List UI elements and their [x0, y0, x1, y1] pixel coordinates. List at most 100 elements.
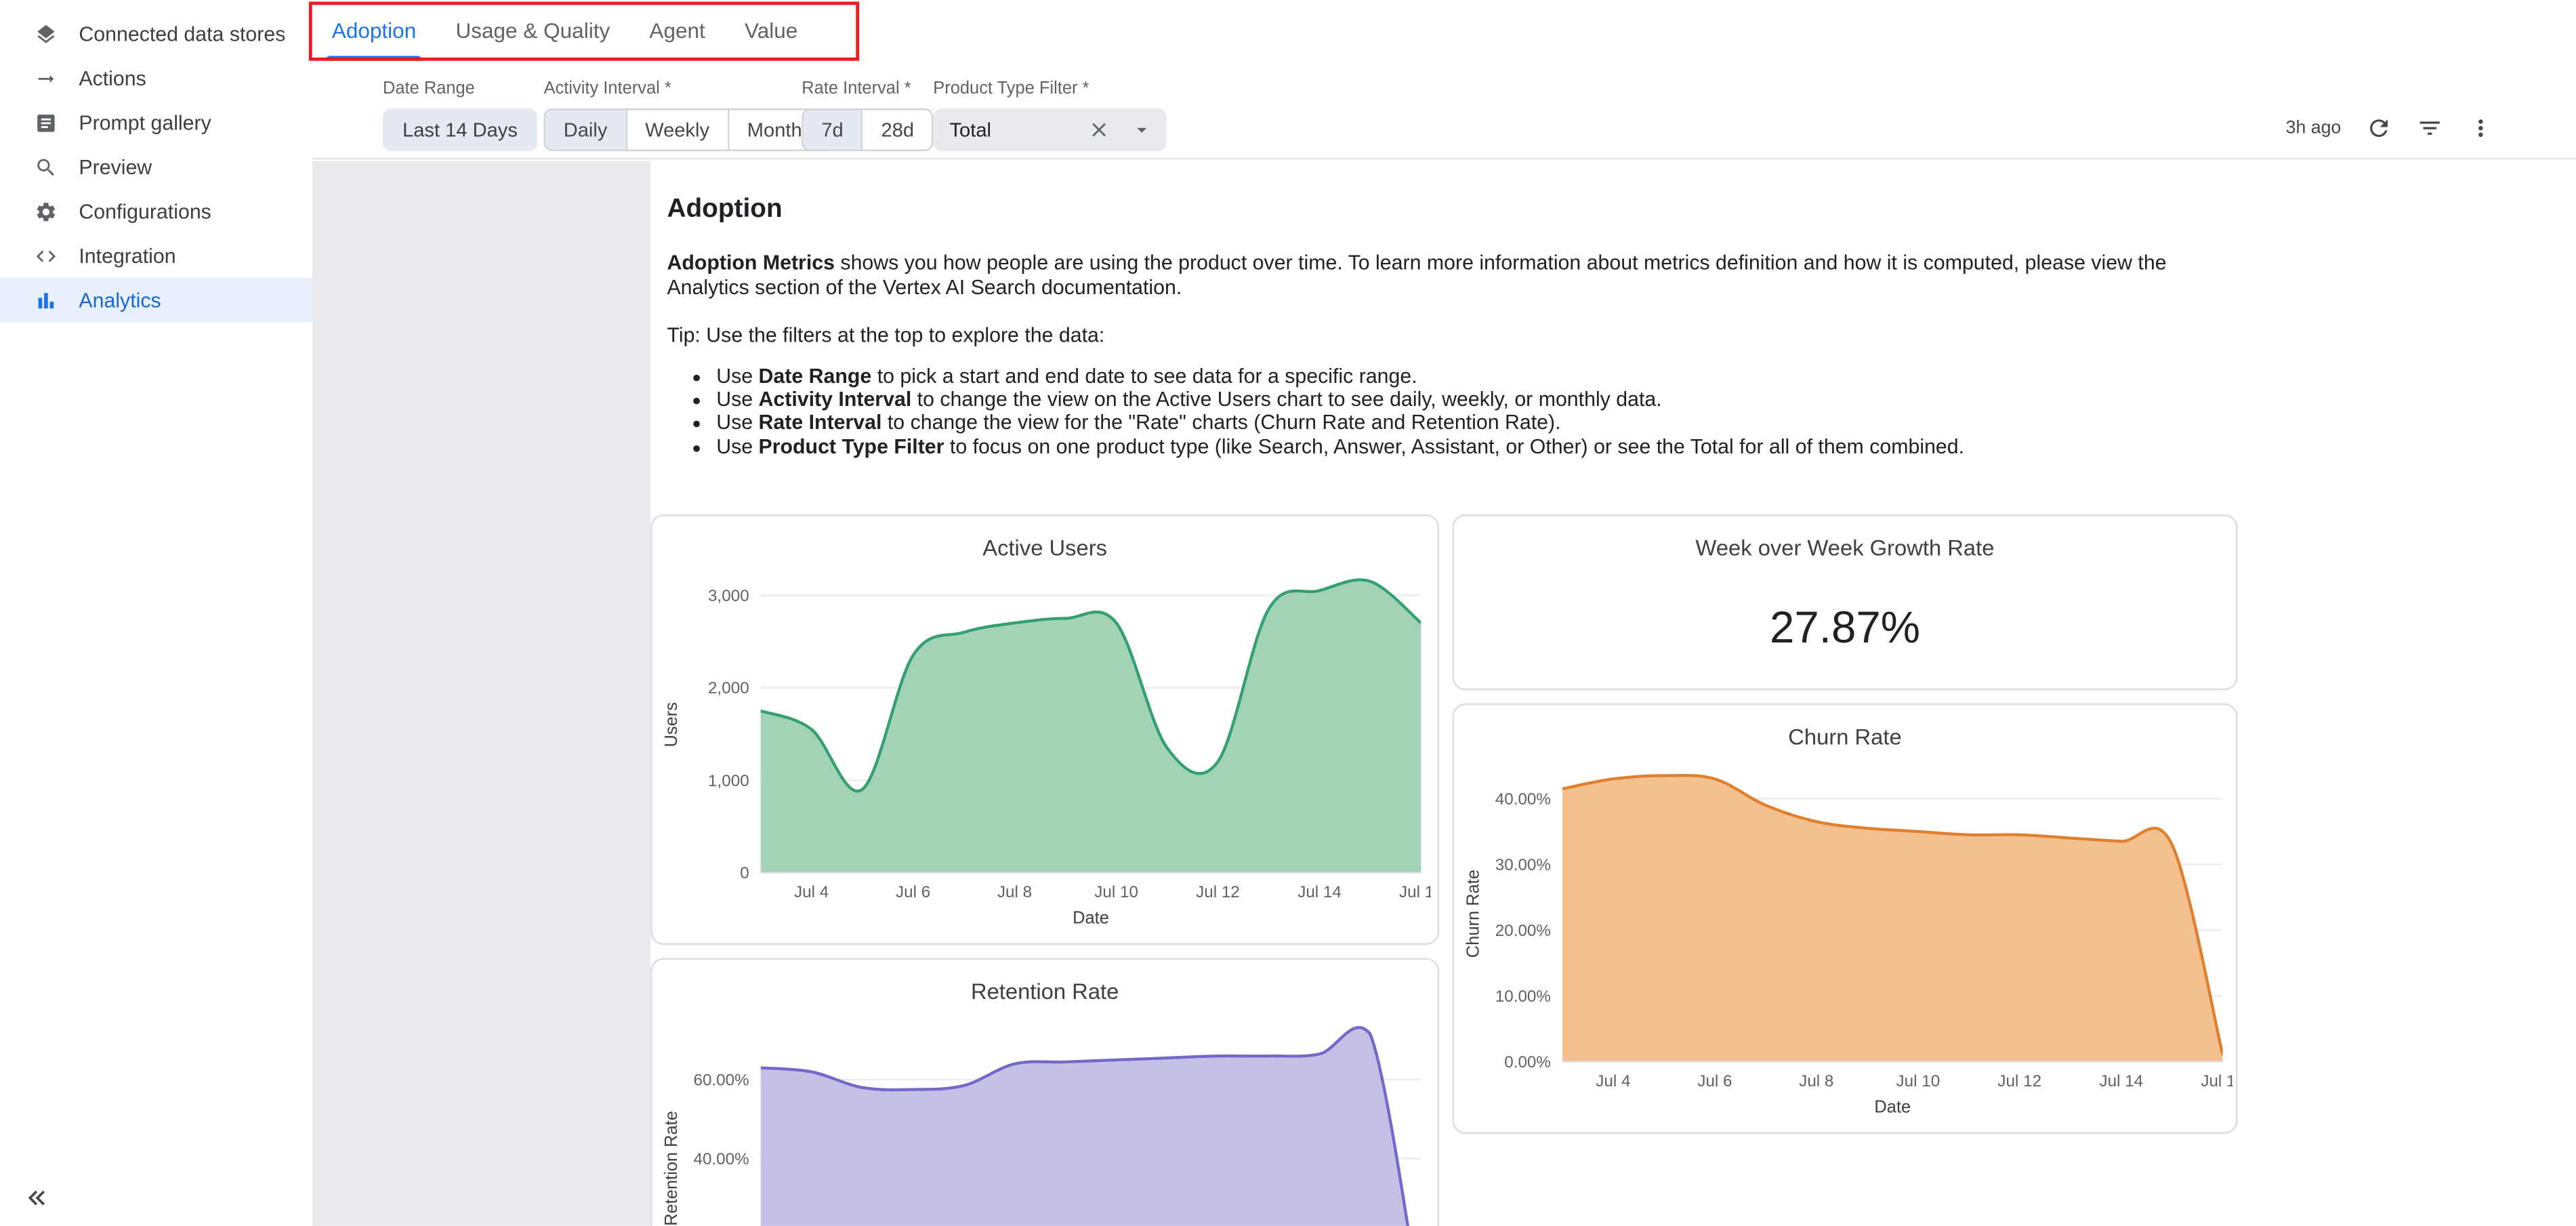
sidebar-item-configurations[interactable]: Configurations: [0, 189, 312, 233]
product-type-filter-label: Product Type Filter *: [933, 79, 1089, 99]
product-type-select[interactable]: Total: [933, 108, 1167, 152]
svg-text:Date: Date: [1073, 909, 1109, 928]
integration-icon: [36, 249, 56, 262]
svg-text:20.00%: 20.00%: [1495, 922, 1551, 940]
svg-text:Jul 10: Jul 10: [1896, 1072, 1940, 1090]
date-range-chip[interactable]: Last 14 Days: [382, 108, 538, 152]
more-vert-icon[interactable]: [2468, 115, 2494, 142]
intro-paragraph: Adoption Metrics shows you how people ar…: [667, 251, 2167, 299]
svg-text:Users: Users: [662, 702, 681, 747]
product-type-value: Total: [949, 118, 991, 142]
sidebar-item-preview[interactable]: Preview: [0, 144, 312, 188]
svg-text:10.00%: 10.00%: [1495, 987, 1551, 1006]
svg-text:Jul 14: Jul 14: [2100, 1072, 2144, 1090]
chart-title: Active Users: [982, 535, 1108, 560]
svg-text:Date: Date: [1874, 1098, 1911, 1117]
rate-option-7d[interactable]: 7d: [803, 110, 862, 150]
activity-option-weekly[interactable]: Weekly: [625, 110, 728, 150]
svg-text:Jul 14: Jul 14: [1297, 883, 1342, 901]
sidebar-item-prompt-gallery[interactable]: Prompt gallery: [0, 100, 312, 144]
svg-text:1,000: 1,000: [708, 772, 749, 790]
svg-text:40.00%: 40.00%: [1495, 790, 1551, 809]
svg-text:Jul 8: Jul 8: [997, 883, 1032, 901]
growth-rate-card: Week over Week Growth Rate 27.87%: [1452, 514, 2238, 691]
svg-text:60.00%: 60.00%: [693, 1071, 749, 1090]
svg-text:Jul 10: Jul 10: [1094, 883, 1138, 901]
clear-filter-icon[interactable]: [1087, 119, 1110, 142]
tab-agent[interactable]: Agent: [649, 18, 705, 43]
prompt-gallery-icon: [37, 113, 55, 131]
filter-list-icon[interactable]: [2417, 115, 2443, 142]
svg-text:40.00%: 40.00%: [693, 1150, 749, 1168]
svg-text:Jul 6: Jul 6: [1697, 1072, 1732, 1090]
svg-text:Retention Rate: Retention Rate: [662, 1111, 681, 1226]
churn-rate-card: Churn Rate 0.00% 10.00% 20.00% 30.00% 40.00%…: [1452, 703, 2245, 1135]
gear-icon: [37, 202, 56, 221]
sidebar-item-label: Analytics: [79, 288, 161, 312]
tab-adoption[interactable]: Adoption: [312, 0, 436, 61]
svg-text:3,000: 3,000: [708, 587, 749, 605]
sidebar-item-connected-data-stores[interactable]: Connected data stores: [0, 12, 312, 56]
rate-interval-filter-group: Rate Interval * 7d 28d: [802, 79, 934, 152]
svg-text:Jul 8: Jul 8: [1799, 1072, 1833, 1090]
activity-interval-filter-group: Activity Interval * Daily Weekly Monthly: [543, 79, 836, 152]
tab-value[interactable]: Value: [745, 18, 798, 43]
dashboard-content: Adoption Adoption Metrics shows you how …: [650, 161, 2576, 459]
activity-interval-label: Activity Interval *: [543, 79, 671, 99]
svg-text:Jul 4: Jul 4: [1596, 1072, 1630, 1090]
tips-list: Use Date Range to pick a start and end d…: [667, 365, 2576, 458]
last-refreshed-text: 3h ago: [2285, 118, 2342, 138]
sidebar-item-actions[interactable]: Actions: [0, 56, 312, 100]
svg-text:Jul 12: Jul 12: [1997, 1072, 2041, 1090]
active-users-chart: 0 1,000 2,000 3,000 Jul 4 Jul 6 Jul 8 Jul 10 Jul…: [659, 564, 1443, 950]
tab-bar: Adoption Usage & Quality Agent Value: [312, 0, 2576, 61]
chart-title: Retention Rate: [970, 979, 1119, 1004]
churn-rate-chart: 0.00% 10.00% 20.00% 30.00% 40.00% Jul 4 Jul 6 J…: [1461, 753, 2245, 1139]
refresh-cluster: 3h ago: [2286, 107, 2494, 150]
collapse-sidebar-icon[interactable]: [22, 1183, 51, 1213]
list-item: Use Activity Interval to change the view…: [716, 388, 2576, 411]
sidebar-item-label: Preview: [79, 155, 152, 179]
chart-title: Churn Rate: [1788, 724, 1902, 750]
main-panel: Adoption Usage & Quality Agent Value Dat…: [312, 0, 2576, 1226]
list-item: Use Rate Interval to change the view for…: [716, 411, 2576, 434]
chevron-down-icon[interactable]: [1130, 119, 1153, 142]
svg-text:Jul 12: Jul 12: [1196, 883, 1240, 901]
sidebar-item-label: Prompt gallery: [79, 110, 211, 134]
sidebar-item-label: Integration: [79, 244, 176, 268]
preview-search-icon: [37, 158, 54, 176]
sidebar-item-integration[interactable]: Integration: [0, 233, 312, 277]
svg-text:Jul 4: Jul 4: [794, 883, 829, 901]
sidebar-item-label: Configurations: [79, 199, 211, 223]
active-users-card: Active Users 0 1,000 2,000 3,000 Jul 4 Jul 6 J…: [650, 514, 1443, 945]
svg-text:Jul 6: Jul 6: [896, 883, 930, 901]
refresh-icon[interactable]: [2366, 115, 2392, 142]
activity-option-daily[interactable]: Daily: [545, 110, 626, 150]
data-stores-icon: [37, 24, 55, 43]
content-gutter: [312, 161, 651, 1226]
sidebar: Connected data stores Actions Prompt gal…: [0, 0, 312, 1226]
product-type-filter-group: Product Type Filter * Total: [933, 79, 1167, 152]
tip-text: Tip: Use the filters at the top to explo…: [667, 323, 1105, 347]
list-item: Use Product Type Filter to focus on one …: [716, 435, 2576, 458]
stat-title: Week over Week Growth Rate: [1695, 535, 1995, 560]
date-range-filter-group: Date Range Last 14 Days: [382, 79, 538, 152]
rate-interval-label: Rate Interval *: [802, 79, 911, 99]
svg-text:0: 0: [740, 864, 749, 882]
filter-bar: Date Range Last 14 Days Activity Interva…: [312, 61, 2576, 160]
list-item: Use Date Range to pick a start and end d…: [716, 365, 2576, 388]
rate-option-28d[interactable]: 28d: [861, 110, 932, 150]
sidebar-item-label: Connected data stores: [79, 22, 286, 45]
retention-rate-card: Retention Rate 0.00%20.00%40.00%60.00%Ju…: [650, 958, 1440, 1226]
svg-text:30.00%: 30.00%: [1495, 856, 1551, 874]
analytics-bar-chart-icon: [38, 292, 54, 308]
svg-text:Jul 16: Jul 16: [1399, 883, 1431, 901]
svg-text:Jul 16: Jul 16: [2201, 1072, 2232, 1090]
actions-icon: [38, 74, 54, 82]
svg-text:2,000: 2,000: [708, 679, 749, 697]
tab-usage-quality[interactable]: Usage & Quality: [455, 18, 610, 43]
svg-text:Churn Rate: Churn Rate: [1463, 870, 1482, 958]
sidebar-item-analytics[interactable]: Analytics: [0, 277, 312, 323]
